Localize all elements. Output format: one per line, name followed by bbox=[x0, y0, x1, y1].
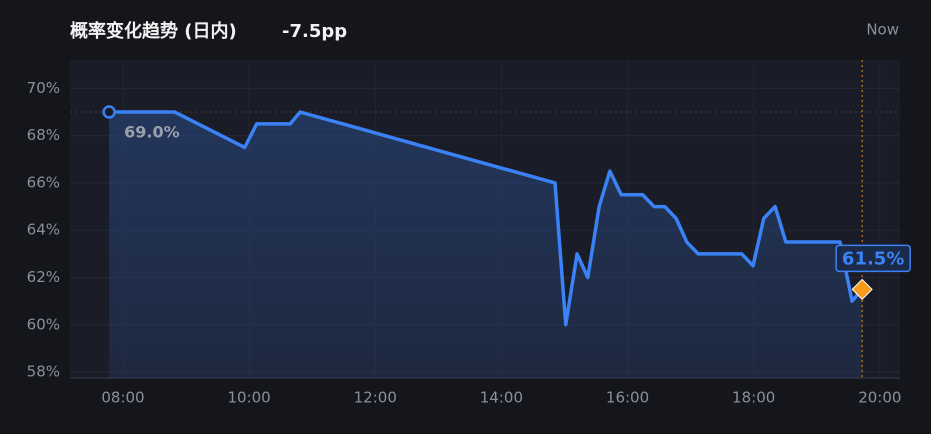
x-tick-label: 08:00 bbox=[101, 389, 144, 407]
area bbox=[109, 112, 863, 379]
y-tick-label: 58% bbox=[27, 363, 60, 381]
end-label-box bbox=[835, 244, 911, 273]
y-tick-label: 62% bbox=[27, 268, 60, 286]
end-point bbox=[851, 278, 873, 300]
y-tick-label: 66% bbox=[27, 173, 60, 191]
x-tick-label: 18:00 bbox=[732, 389, 775, 407]
x-tick-label: 20:00 bbox=[858, 389, 901, 407]
x-tick-label: 16:00 bbox=[606, 389, 649, 407]
x-tick-label: 10:00 bbox=[228, 389, 271, 407]
y-tick-label: 60% bbox=[27, 315, 60, 333]
x-tick-label: 12:00 bbox=[354, 389, 397, 407]
y-tick-label: 64% bbox=[27, 221, 60, 239]
end-label: 61.5% bbox=[842, 248, 904, 269]
change: -7.5pp bbox=[282, 21, 347, 42]
chart-title: 概率变化趋势 (日内) bbox=[70, 20, 237, 42]
start-label: 69.0% bbox=[124, 123, 180, 142]
y-tick-label: 70% bbox=[27, 79, 60, 97]
now-label: Now bbox=[866, 21, 899, 39]
y-tick-label: 68% bbox=[27, 126, 60, 144]
start-point bbox=[102, 105, 116, 119]
x-tick-label: 14:00 bbox=[480, 389, 523, 407]
line bbox=[109, 110, 864, 327]
